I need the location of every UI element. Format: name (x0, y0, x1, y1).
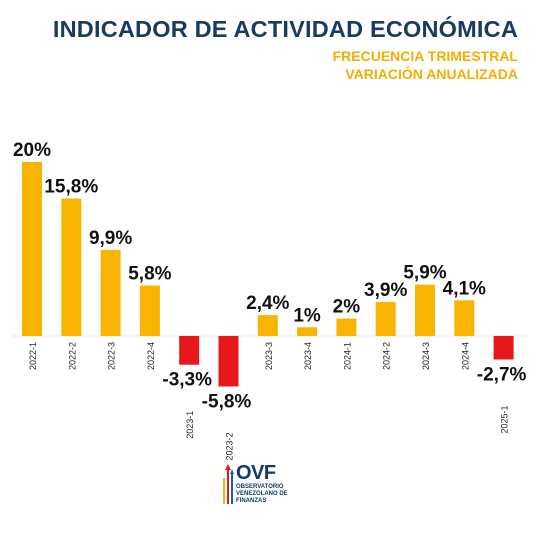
category-label-2022-3: 2022-3 (107, 342, 117, 370)
bar-2024-4 (454, 300, 475, 336)
logo-wordmark: OVF (236, 462, 276, 484)
category-label-2023-3: 2023-3 (264, 342, 274, 370)
value-label-2024-3: 5,9% (403, 263, 446, 284)
category-label-2024-3: 2024-3 (421, 342, 431, 370)
bar-2023-4 (297, 327, 318, 336)
bar-2024-1 (336, 318, 357, 336)
category-label-2024-1: 2024-1 (342, 342, 352, 370)
value-label-2022-1: 20% (13, 140, 51, 161)
bar-2023-1 (179, 336, 200, 365)
logo-arrows-icon (223, 464, 234, 504)
value-label-2025-1: -2,7% (477, 364, 527, 385)
category-label-2022-2: 2022-2 (67, 342, 77, 370)
category-label-2025-1: 2025-1 (500, 405, 510, 433)
category-label-2024-2: 2024-2 (382, 342, 392, 370)
logo-line-2: VENEZOLANO DE (236, 491, 288, 497)
value-label-2024-1: 2% (333, 297, 361, 318)
category-label-2023-4: 2023-4 (303, 342, 313, 370)
category-label-2022-1: 2022-1 (28, 342, 38, 370)
logo-line-3: FINANZAS (236, 498, 267, 504)
value-label-2022-3: 9,9% (89, 228, 132, 249)
bar-2022-4 (139, 285, 160, 336)
value-label-2023-2: -5,8% (202, 391, 252, 412)
bar-2022-3 (100, 249, 121, 336)
value-label-2023-4: 1% (293, 305, 321, 326)
bar-2024-2 (375, 302, 396, 336)
chart-title: INDICADOR DE ACTIVIDAD ECONÓMICA (52, 16, 518, 42)
bar-2024-3 (415, 284, 435, 336)
bar-2022-2 (61, 198, 82, 336)
bar-2025-1 (493, 336, 514, 360)
logo-line-1: OBSERVATORIO (236, 484, 284, 490)
value-label-2022-4: 5,8% (128, 264, 171, 285)
bar-2023-2 (218, 336, 239, 387)
chart-subtitle-variation: VARIACIÓN ANUALIZADA (345, 66, 518, 82)
value-label-2024-4: 4,1% (443, 278, 486, 299)
value-label-2024-2: 3,9% (364, 280, 407, 301)
chart-subtitle-frequency: FRECUENCIA TRIMESTRAL (332, 48, 518, 64)
value-label-2022-2: 15,8% (44, 177, 98, 198)
category-label-2024-4: 2024-4 (460, 342, 470, 370)
ovf-logo: OVF OBSERVATORIO VENEZOLANO DE FINANZAS (222, 462, 322, 512)
category-label-2023-1: 2023-1 (185, 411, 195, 439)
category-label-2023-2: 2023-2 (225, 432, 235, 460)
bar-2023-3 (257, 315, 278, 336)
value-label-2023-3: 2,4% (246, 293, 289, 314)
value-label-2023-1: -3,3% (162, 370, 212, 391)
bar-2022-1 (22, 162, 42, 336)
category-label-2022-4: 2022-4 (146, 342, 156, 370)
